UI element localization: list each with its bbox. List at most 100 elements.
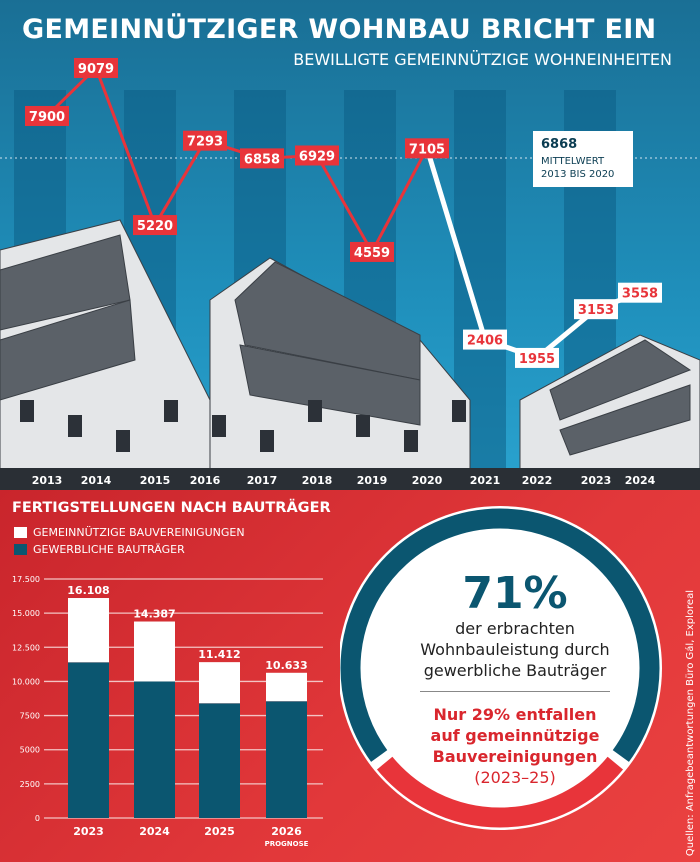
donut-percentage: 71% — [462, 568, 568, 619]
legend-swatch — [14, 544, 27, 555]
data-label-box — [463, 329, 507, 350]
building-shape — [0, 299, 136, 401]
data-label-box — [183, 130, 227, 151]
bar-total-label: 14.387 — [133, 608, 175, 621]
y-tick-label: 2500 — [20, 780, 40, 789]
bar-total-label: 11.412 — [198, 648, 240, 661]
line-series-past — [45, 65, 429, 256]
bar-segment — [199, 662, 240, 704]
data-label: 6858 — [244, 152, 280, 167]
data-label: 7293 — [187, 135, 223, 150]
data-label: 3153 — [578, 303, 614, 318]
data-label: 5220 — [137, 219, 173, 234]
data-label: 6929 — [299, 149, 335, 164]
source-note: Quellen: Anfragebeantwortungen Büro Gál,… — [685, 589, 696, 856]
x-tick-label: 2025 — [204, 825, 235, 838]
bar-segment — [266, 672, 307, 702]
building-shape — [559, 384, 691, 456]
bar-segment — [199, 703, 240, 818]
year-label: 2024 — [625, 474, 656, 487]
year-label: 2019 — [357, 474, 388, 487]
building-window — [164, 400, 178, 422]
donut-red-line: auf gemeinnützige — [430, 726, 600, 745]
legend-label: GEMEINNÜTZIGE BAUVEREINIGUNGEN — [33, 526, 245, 539]
data-label: 2406 — [467, 334, 503, 349]
bar-chart-title: FERTIGSTELLUNGEN NACH BAUTRÄGER — [12, 500, 331, 516]
year-label: 2018 — [302, 474, 333, 487]
data-label-box — [133, 215, 177, 236]
donut-period: (2023–25) — [474, 768, 556, 787]
bar-segment — [266, 701, 307, 818]
bar-segment — [134, 681, 175, 818]
y-tick-label: 15.000 — [12, 609, 40, 618]
data-label-box — [618, 282, 662, 303]
data-label-box — [240, 148, 284, 169]
data-label: 4559 — [354, 246, 390, 261]
y-tick-label: 12.500 — [12, 643, 40, 652]
y-tick-label: 10.000 — [12, 677, 40, 686]
building-window — [356, 415, 370, 437]
line-chart: 2013 2014 2015 2016 2017 2018 2019 2020 2021 2022… — [0, 57, 700, 490]
donut-outer-ring — [340, 506, 662, 830]
bar-segment — [68, 598, 109, 663]
data-label: 9079 — [78, 62, 114, 77]
year-label: 2023 — [581, 474, 612, 487]
building-window — [404, 430, 418, 452]
data-label-box — [405, 138, 449, 159]
building-window — [116, 430, 130, 452]
divider — [420, 691, 610, 692]
x-tick-note: PROGNOSE — [265, 840, 309, 848]
year-label: 2015 — [140, 474, 171, 487]
bar-total-label: 10.633 — [265, 659, 307, 672]
building-window — [20, 400, 34, 422]
bar-segment — [134, 621, 175, 682]
data-label: 7105 — [409, 142, 445, 157]
data-label-box — [515, 347, 559, 368]
subtitle: BEWILLIGTE GEMEINNÜTZIGE WOHNEINHEITEN — [293, 50, 672, 69]
year-label: 2020 — [412, 474, 443, 487]
legend-swatch — [14, 527, 27, 538]
building-window — [452, 400, 466, 422]
year-label: 2022 — [522, 474, 553, 487]
year-label: 2013 — [32, 474, 63, 487]
donut-text: 71% der erbrachten Wohnbauleistung durch… — [370, 570, 660, 788]
building-window — [212, 415, 226, 437]
mean-text: 2013 BIS 2020 — [541, 169, 614, 180]
donut-line: der erbrachten — [455, 619, 575, 638]
data-label: 7900 — [29, 110, 65, 125]
year-axis-strip — [0, 468, 700, 490]
donut-line: gewerbliche Bauträger — [423, 661, 607, 680]
bar-total-label: 16.108 — [67, 584, 109, 597]
building-window — [308, 400, 322, 422]
mean-text: MITTELWERT — [541, 156, 605, 167]
mean-value: 6868 — [541, 137, 577, 152]
data-label-box — [350, 241, 394, 262]
building-shape — [239, 344, 421, 426]
building-shape — [549, 339, 692, 421]
legend-item-gemeinnuetzig: GEMEINNÜTZIGE BAUVEREINIGUNGEN — [14, 526, 245, 539]
building-shape — [234, 261, 421, 381]
year-label: 2016 — [190, 474, 221, 487]
top-panel: 2013 2014 2015 2016 2017 2018 2019 2020 2021 2022… — [0, 0, 700, 490]
y-tick-label: 5000 — [20, 746, 40, 755]
y-tick-label: 7500 — [20, 712, 40, 721]
data-label-box — [74, 57, 118, 78]
data-label: 1955 — [519, 352, 555, 367]
y-tick-label: 17.500 — [12, 575, 40, 584]
donut-red-line: Bauvereinigungen — [432, 747, 598, 766]
donut-segment-gemeinnuetzig — [376, 756, 624, 828]
building-window — [68, 415, 82, 437]
x-tick-label: 2026 — [271, 825, 302, 838]
donut-line: Wohnbauleistung durch — [420, 640, 610, 659]
legend-label: GEWERBLICHE BAUTRÄGER — [33, 543, 185, 556]
legend-item-gewerblich: GEWERBLICHE BAUTRÄGER — [14, 543, 185, 556]
year-label: 2021 — [470, 474, 501, 487]
bar-chart: 0 2500 5000 7500 10.000 12.500 15.000 17.500 16.… — [12, 575, 323, 848]
data-label: 3558 — [622, 287, 658, 302]
mean-label-box: 6868 MITTELWERT 2013 BIS 2020 — [533, 131, 633, 187]
data-label-box — [295, 145, 339, 166]
data-label-box — [574, 299, 618, 320]
x-tick-label: 2023 — [73, 825, 104, 838]
bar-segment — [68, 662, 109, 818]
building-window — [260, 430, 274, 452]
